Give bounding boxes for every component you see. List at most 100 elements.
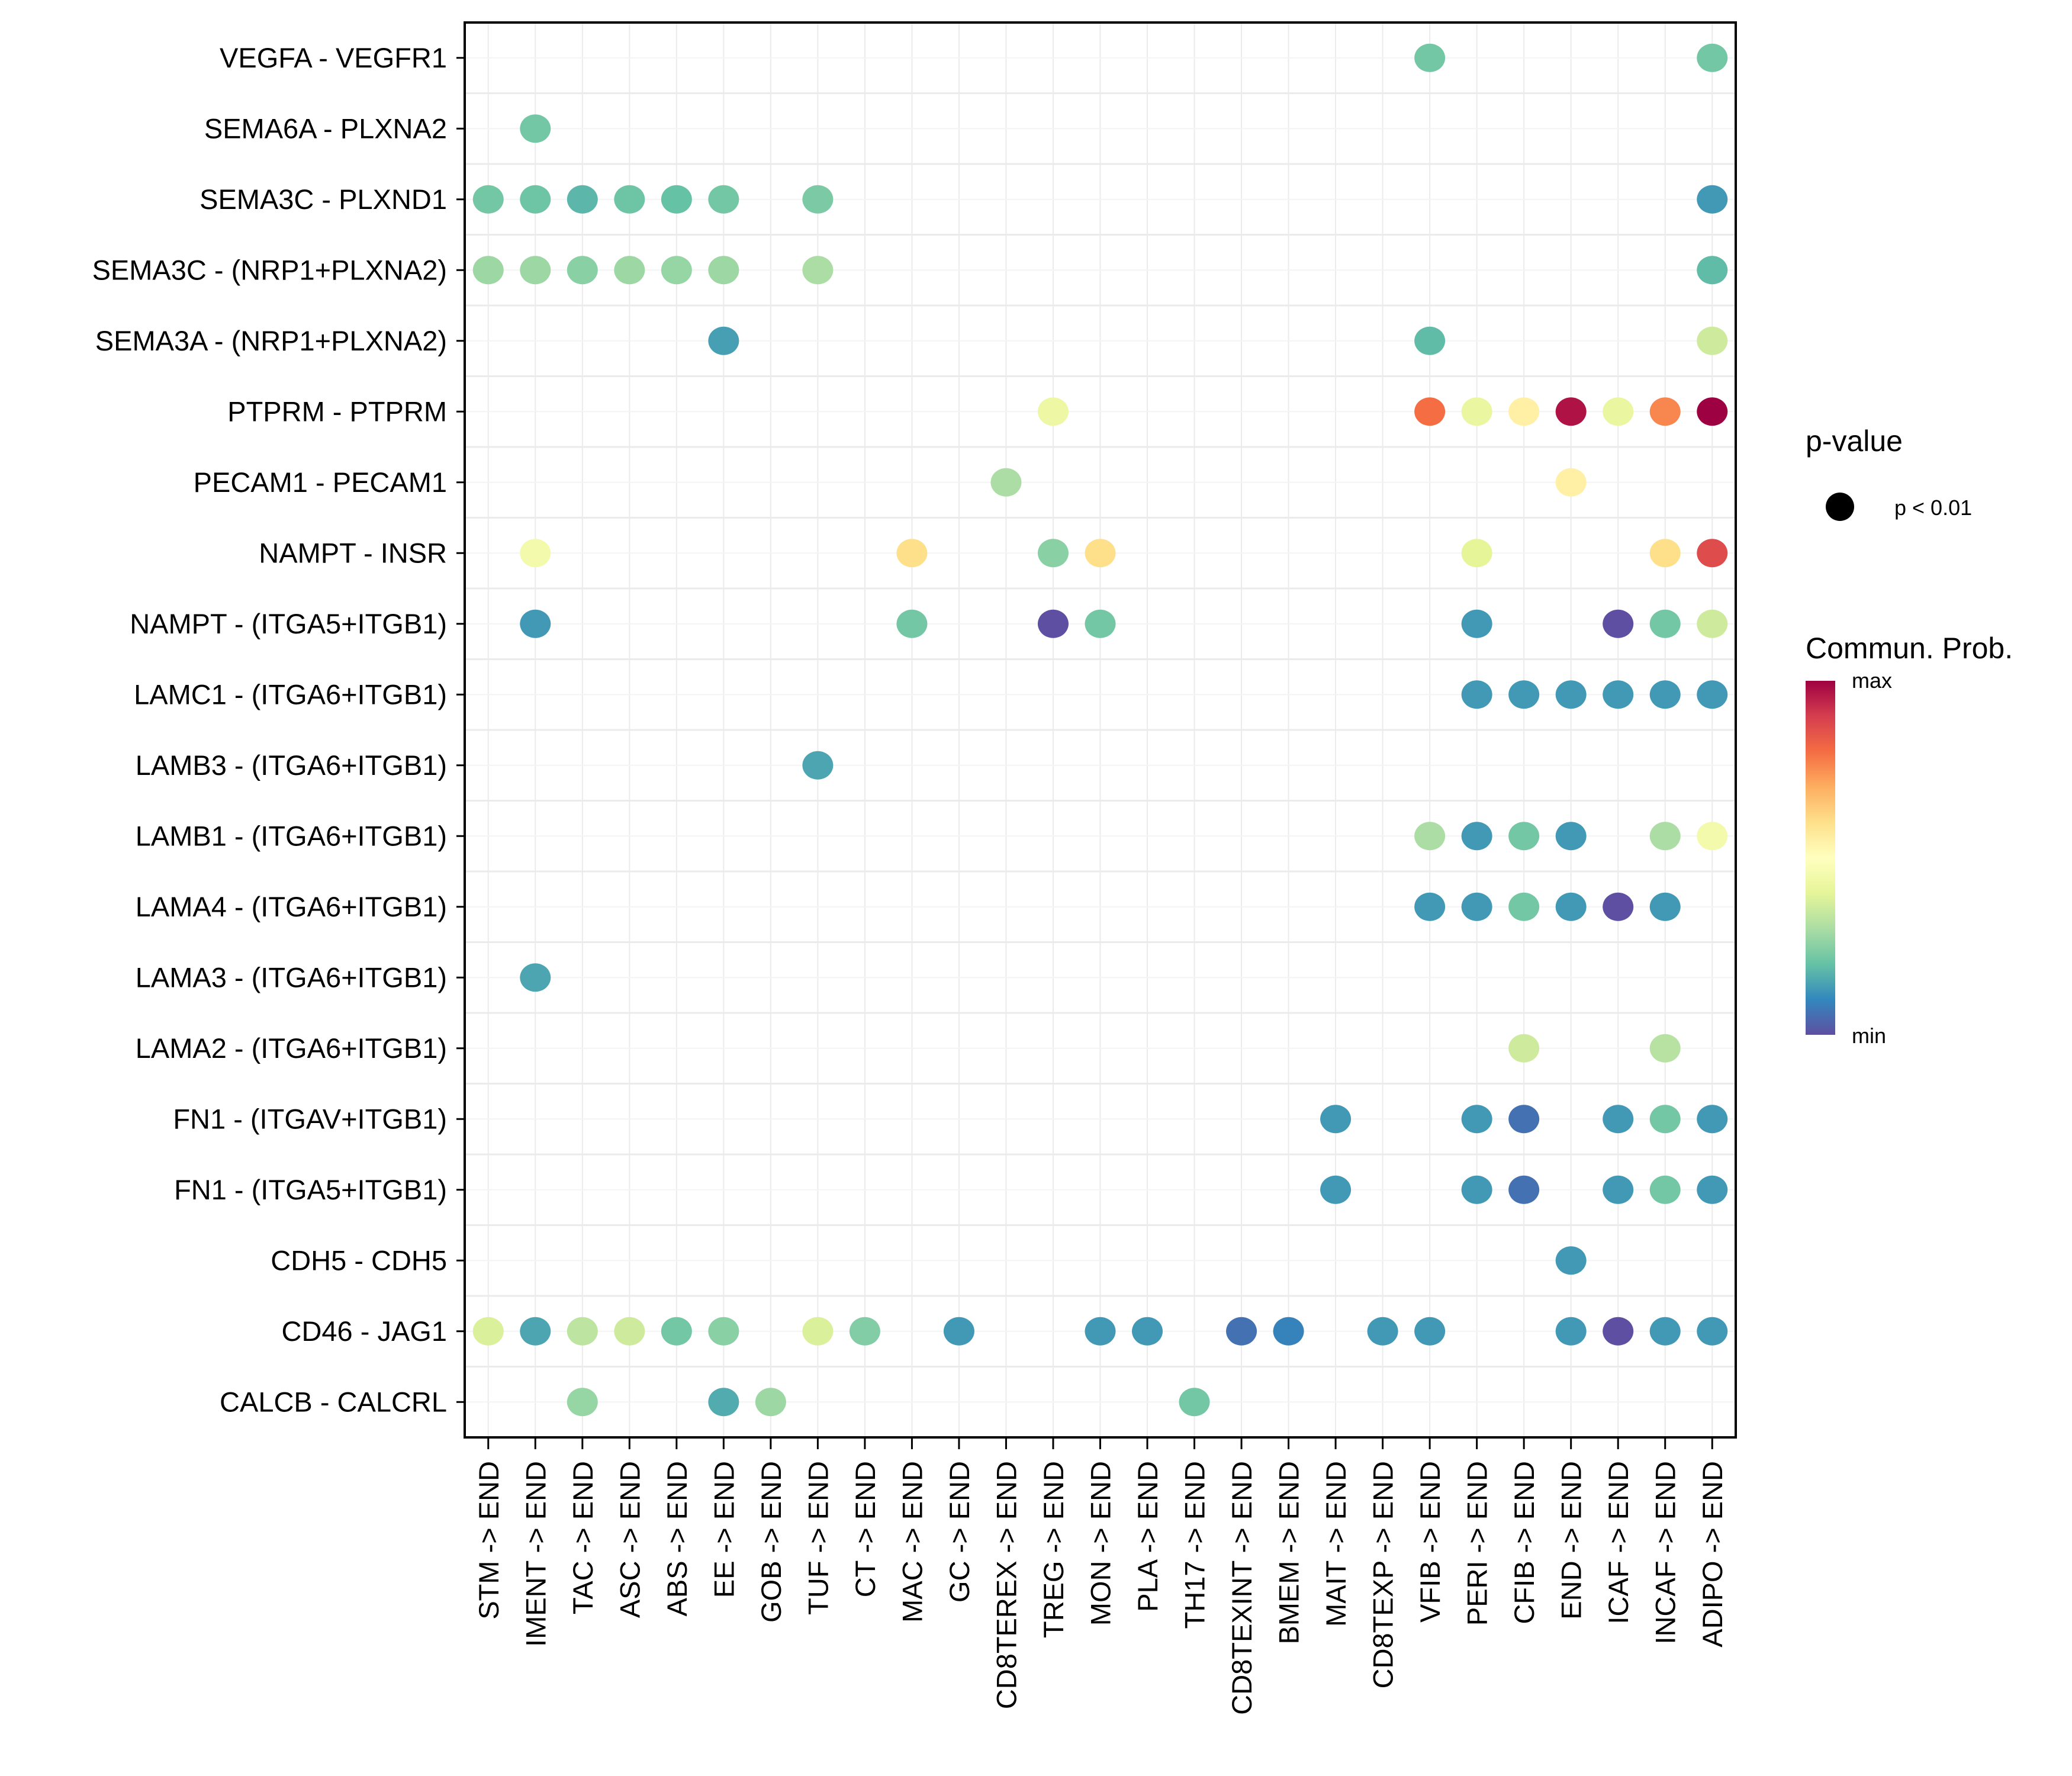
data-point <box>1603 1175 1634 1204</box>
y-tick-label: LAMA4 - (ITGA6+ITGB1) <box>136 891 447 922</box>
data-point <box>1649 822 1681 851</box>
data-point <box>1461 539 1492 568</box>
x-tick-label: PLA -> END <box>1132 1461 1163 1612</box>
data-point <box>1508 1175 1540 1204</box>
data-point <box>708 326 739 355</box>
y-tick-label: VEGFA - VEGFR1 <box>220 42 447 73</box>
data-point <box>1367 1317 1398 1346</box>
data-point <box>1461 892 1492 921</box>
x-tick-label: ICAF -> END <box>1603 1461 1634 1624</box>
data-point <box>661 1317 692 1346</box>
data-point <box>1649 539 1681 568</box>
y-tick-label: CALCB - CALCRL <box>220 1386 447 1417</box>
y-tick-label: SEMA6A - PLXNA2 <box>204 112 447 144</box>
data-point <box>1697 43 1728 72</box>
x-tick-label: CD8TEXINT -> END <box>1226 1461 1257 1715</box>
legend-size-dot <box>1826 493 1854 521</box>
data-point <box>1037 609 1069 638</box>
data-point <box>990 468 1022 497</box>
x-tick-label: VFIB -> END <box>1414 1461 1446 1623</box>
legend: p-value p < 0.01 Commun. Prob. max min <box>1806 424 2013 1048</box>
data-point <box>1649 1105 1681 1134</box>
legend-color-title: Commun. Prob. <box>1806 632 2013 665</box>
data-point <box>520 256 551 285</box>
data-point <box>1649 397 1681 426</box>
data-point <box>567 256 598 285</box>
data-point <box>1649 1175 1681 1204</box>
x-tick-label: IMENT -> END <box>520 1461 551 1647</box>
data-point <box>1649 892 1681 921</box>
x-tick-label: TAC -> END <box>567 1461 599 1614</box>
data-point <box>755 1388 786 1417</box>
data-point <box>661 256 692 285</box>
data-point <box>567 1388 598 1417</box>
data-point <box>1508 1105 1540 1134</box>
y-tick-label: CD46 - JAG1 <box>282 1315 447 1347</box>
data-point <box>1603 1317 1634 1346</box>
data-point <box>1508 397 1540 426</box>
y-tick-label: LAMB3 - (ITGA6+ITGB1) <box>136 749 447 781</box>
y-tick-label: LAMA2 - (ITGA6+ITGB1) <box>136 1032 447 1064</box>
y-tick-label: NAMPT - (ITGA5+ITGB1) <box>130 608 447 639</box>
x-tick-label: GOB -> END <box>755 1461 787 1623</box>
data-point <box>1320 1175 1352 1204</box>
data-point <box>1320 1105 1352 1134</box>
data-point <box>1508 822 1540 851</box>
data-point <box>1603 397 1634 426</box>
data-point <box>802 185 834 214</box>
data-point <box>1226 1317 1257 1346</box>
data-point <box>1603 609 1634 638</box>
data-point <box>520 539 551 568</box>
data-point <box>1414 1317 1446 1346</box>
data-point <box>661 185 692 214</box>
data-point <box>1555 1317 1587 1346</box>
data-point <box>1697 609 1728 638</box>
data-point <box>1461 609 1492 638</box>
y-tick-label: LAMB1 - (ITGA6+ITGB1) <box>136 820 447 851</box>
legend-colorbar-min-label: min <box>1852 1024 1886 1048</box>
y-tick-label: SEMA3C - PLXND1 <box>200 184 447 215</box>
data-point <box>614 185 645 214</box>
y-tick-label: SEMA3A - (NRP1+PLXNA2) <box>95 325 447 356</box>
y-tick-label: CDH5 - CDH5 <box>271 1244 447 1276</box>
data-point <box>1555 397 1587 426</box>
y-tick-label: PTPRM - PTPRM <box>227 395 447 427</box>
data-point <box>1697 1317 1728 1346</box>
data-point <box>1555 822 1587 851</box>
y-tick-label: FN1 - (ITGAV+ITGB1) <box>173 1103 447 1134</box>
data-point <box>1697 397 1728 426</box>
data-point <box>1555 1246 1587 1275</box>
data-point <box>567 1317 598 1346</box>
data-point <box>802 256 834 285</box>
data-point <box>1414 822 1446 851</box>
x-tick-label: INCAF -> END <box>1650 1461 1681 1644</box>
data-point <box>1697 539 1728 568</box>
x-tick-label: CD8TEXP -> END <box>1368 1461 1399 1688</box>
data-point <box>1461 680 1492 709</box>
data-point <box>1697 256 1728 285</box>
x-tick-label: TREG -> END <box>1038 1461 1069 1638</box>
x-tick-label: PERI -> END <box>1462 1461 1493 1626</box>
y-tick-label: NAMPT - INSR <box>259 537 447 568</box>
data-point <box>1697 822 1728 851</box>
data-point <box>1273 1317 1304 1346</box>
data-point <box>1603 892 1634 921</box>
data-point <box>1085 539 1116 568</box>
data-point <box>567 185 598 214</box>
data-point <box>520 1317 551 1346</box>
y-tick-label: SEMA3C - (NRP1+PLXNA2) <box>92 254 447 285</box>
data-point <box>1508 1034 1540 1063</box>
grid-lines <box>465 22 1736 1437</box>
data-point <box>520 185 551 214</box>
data-point <box>802 751 834 780</box>
data-point <box>520 963 551 992</box>
data-point <box>1649 1317 1681 1346</box>
data-point <box>472 256 504 285</box>
data-point <box>1697 680 1728 709</box>
x-tick-label: STM -> END <box>473 1461 504 1620</box>
x-tick-label: ASC -> END <box>614 1461 645 1618</box>
data-point <box>1603 1105 1634 1134</box>
x-tick-label: BMEM -> END <box>1273 1461 1305 1644</box>
